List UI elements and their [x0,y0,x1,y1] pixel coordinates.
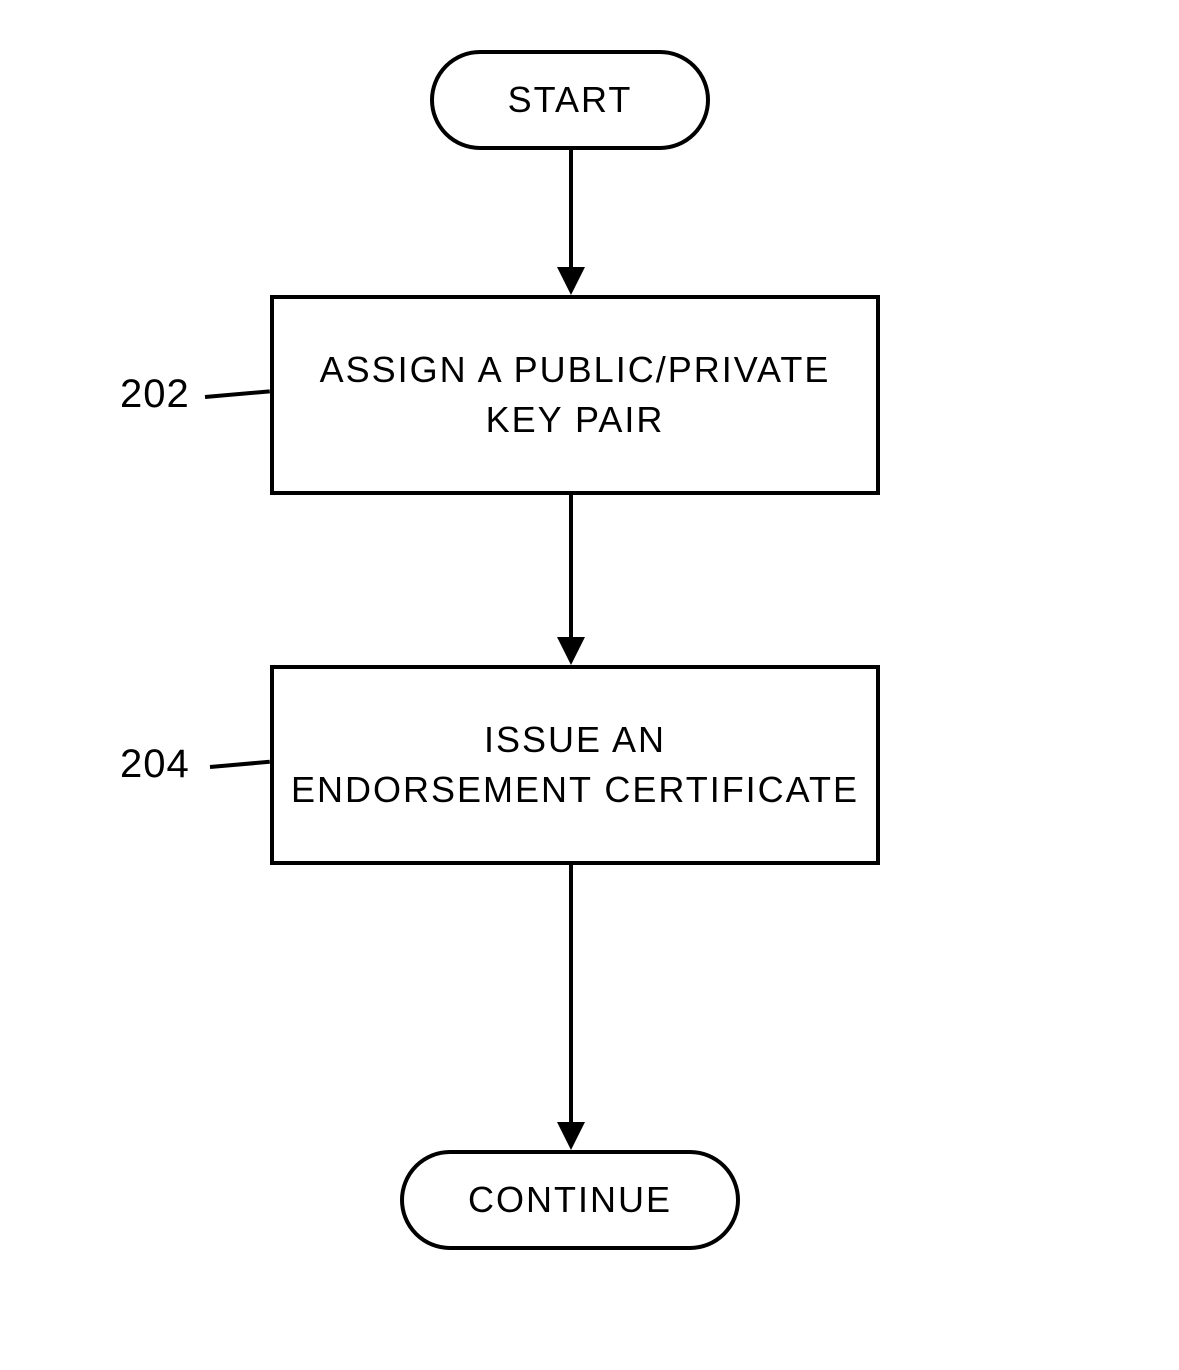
start-label: START [508,79,633,121]
continue-label: CONTINUE [468,1179,672,1221]
continue-terminal: CONTINUE [400,1150,740,1250]
step2-text-line2: ENDORSEMENT CERTIFICATE [291,765,859,815]
step2-text-line1: ISSUE AN [484,715,666,765]
step1-text-line2: KEY PAIR [486,395,665,445]
arrow-1-line [569,150,573,270]
step2-label: 204 [120,742,190,787]
arrow-1-head [557,267,585,295]
step1-text-line1: ASSIGN A PUBLIC/PRIVATE [320,345,831,395]
arrow-3-head [557,1122,585,1150]
step1-label: 202 [120,372,190,417]
start-terminal: START [430,50,710,150]
step1-process: ASSIGN A PUBLIC/PRIVATE KEY PAIR [270,295,880,495]
step2-process: ISSUE AN ENDORSEMENT CERTIFICATE [270,665,880,865]
arrow-3-line [569,865,573,1125]
arrow-2-line [569,495,573,640]
arrow-2-head [557,637,585,665]
step1-label-connector [205,389,270,399]
step2-label-connector [210,760,270,769]
